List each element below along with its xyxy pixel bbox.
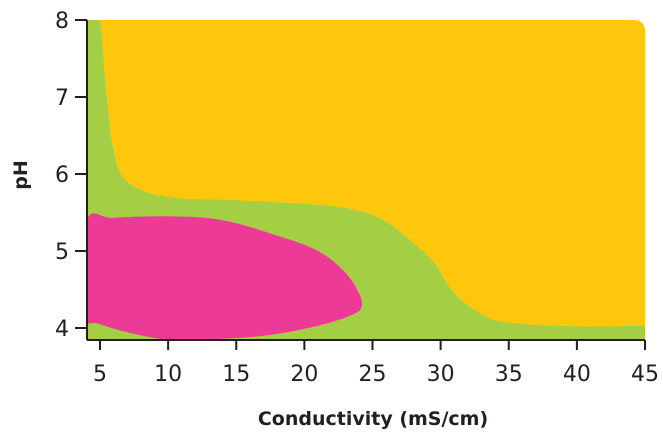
y-tick-label: 8	[55, 9, 69, 34]
x-tick-label: 45	[631, 362, 659, 387]
x-tick-label: 15	[222, 362, 250, 387]
x-tick-label: 25	[359, 362, 387, 387]
y-tick-label: 6	[55, 163, 69, 188]
y-tick-label: 7	[55, 86, 69, 111]
x-ticks: 5 10 15 20 25 30 35 40 45	[93, 340, 659, 387]
y-tick-label: 5	[55, 240, 69, 265]
axes	[86, 20, 645, 341]
region-3	[87, 213, 363, 340]
x-tick-label: 35	[495, 362, 523, 387]
x-tick-label: 20	[290, 362, 318, 387]
y-axis-title: pH	[10, 160, 32, 190]
x-tick-label: 5	[93, 362, 107, 387]
x-tick-label: 30	[427, 362, 455, 387]
x-tick-label: 10	[154, 362, 182, 387]
plot-regions	[87, 20, 645, 340]
region-2	[100, 20, 645, 327]
x-axis-title: Conductivity (mS/cm)	[258, 408, 488, 430]
y-ticks: 4 5 6 7 8	[55, 9, 87, 342]
x-tick-label: 40	[563, 362, 591, 387]
y-tick-label: 4	[55, 317, 69, 342]
